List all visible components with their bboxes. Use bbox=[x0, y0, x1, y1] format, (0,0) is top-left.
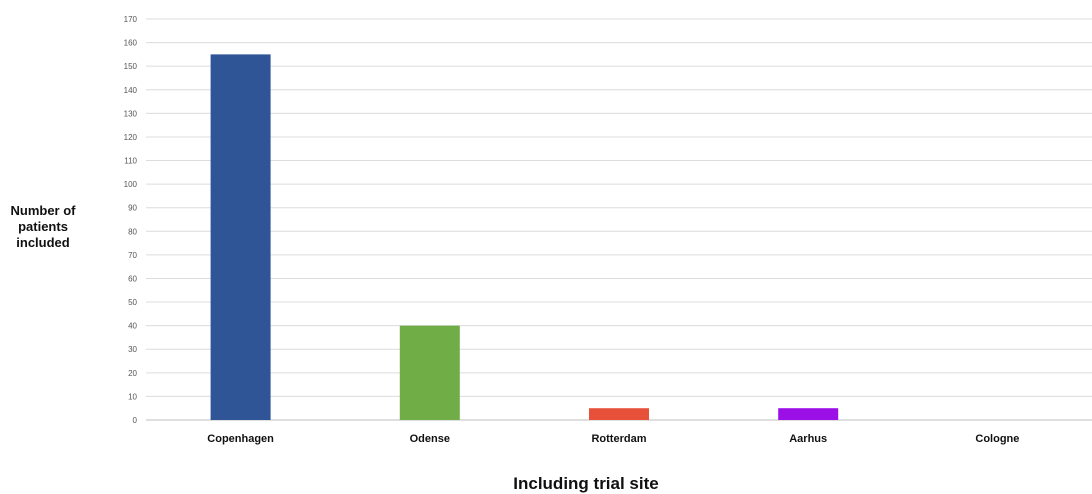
y-tick-label: 70 bbox=[128, 251, 137, 260]
bar-chart: 0 10 20 30 40 50 60 70 80 90 100 110 120 130 140 150 160… bbox=[124, 15, 1092, 445]
x-tick-label: Cologne bbox=[975, 433, 1019, 445]
y-tick-label: 60 bbox=[128, 274, 137, 283]
y-tick-label: 50 bbox=[128, 298, 137, 307]
bar-aarhus bbox=[778, 408, 839, 420]
y-tick-label: 160 bbox=[124, 39, 138, 48]
y-tick-label: 150 bbox=[124, 62, 138, 71]
y-tick-label: 10 bbox=[128, 392, 137, 401]
x-axis-label: Including trial site bbox=[513, 474, 659, 493]
x-tick-label: Copenhagen bbox=[207, 433, 274, 445]
y-tick-label: 90 bbox=[128, 204, 137, 213]
x-tick-label: Aarhus bbox=[789, 433, 827, 445]
y-tick-label: 80 bbox=[128, 227, 137, 236]
y-tick-label: 100 bbox=[124, 180, 138, 189]
y-tick-label: 140 bbox=[124, 86, 138, 95]
bar-rotterdam bbox=[589, 408, 649, 420]
x-tick-label: Odense bbox=[410, 433, 450, 445]
bar-copenhagen bbox=[210, 54, 271, 420]
y-tick-label: 170 bbox=[124, 15, 138, 24]
y-axis-label: Number of patients included bbox=[10, 203, 76, 250]
y-tick-label: 40 bbox=[128, 322, 137, 331]
y-tick-label: 0 bbox=[133, 416, 138, 425]
y-tick-label: 120 bbox=[124, 133, 138, 142]
x-tick-label: Rotterdam bbox=[591, 433, 646, 445]
y-tick-label: 30 bbox=[128, 345, 137, 354]
y-tick-label: 20 bbox=[128, 369, 137, 378]
bar-odense bbox=[399, 325, 460, 420]
y-tick-label: 130 bbox=[124, 109, 138, 118]
y-tick-label: 110 bbox=[124, 157, 137, 166]
